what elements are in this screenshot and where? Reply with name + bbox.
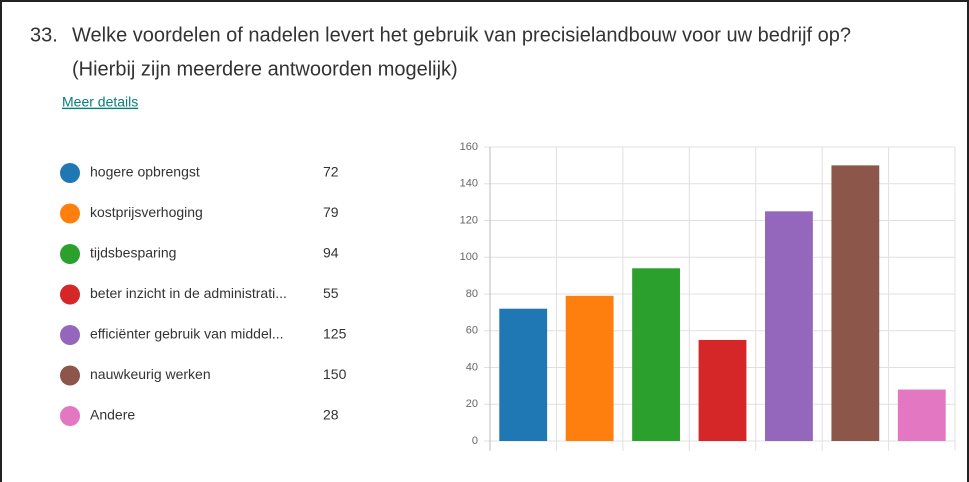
bar	[698, 339, 747, 441]
legend-count: 150	[323, 366, 347, 382]
y-tick-label: 120	[460, 214, 478, 226]
legend-label: Andere	[90, 407, 135, 423]
details-link[interactable]: Meer details	[62, 94, 138, 110]
legend-count: 79	[323, 204, 339, 220]
y-tick-label: 0	[472, 435, 478, 447]
legend-label: nauwkeurig werken	[90, 366, 211, 382]
bar	[831, 165, 880, 441]
bar	[765, 211, 813, 441]
question-number: 33.	[30, 24, 58, 46]
legend-count: 125	[323, 326, 347, 342]
question-text: (Hierbij zijn meerdere antwoorden mogeli…	[72, 58, 458, 80]
legend-label: efficiënter gebruik van middel...	[90, 326, 284, 342]
legend-swatch	[60, 203, 80, 224]
y-tick-label: 140	[460, 178, 478, 190]
y-tick-label: 20	[466, 398, 478, 410]
legend-swatch	[60, 406, 80, 426]
legend-label: beter inzicht in de administrati...	[90, 285, 287, 301]
y-tick-label: 80	[466, 288, 478, 300]
legend-count: 94	[323, 245, 339, 261]
legend-swatch	[60, 325, 80, 345]
y-tick-label: 160	[460, 141, 478, 153]
legend-swatch	[60, 244, 80, 264]
y-tick-label: 60	[466, 325, 478, 337]
legend-count: 55	[323, 285, 339, 301]
legend-count: 28	[323, 407, 339, 423]
legend-label: tijdsbesparing	[90, 245, 176, 261]
legend-swatch	[60, 163, 80, 183]
bar	[565, 295, 614, 441]
legend-label: hogere opbrengst	[90, 164, 200, 180]
y-tick-label: 40	[466, 361, 478, 373]
bar	[897, 389, 946, 441]
legend-count: 72	[323, 164, 339, 180]
bar	[499, 308, 548, 441]
legend-swatch	[60, 365, 80, 386]
question-text: Welke voordelen of nadelen levert het ge…	[72, 24, 851, 46]
bar	[632, 268, 680, 441]
y-tick-label: 100	[460, 251, 478, 263]
legend-label: kostprijsverhoging	[90, 204, 203, 220]
legend-swatch	[60, 284, 80, 305]
